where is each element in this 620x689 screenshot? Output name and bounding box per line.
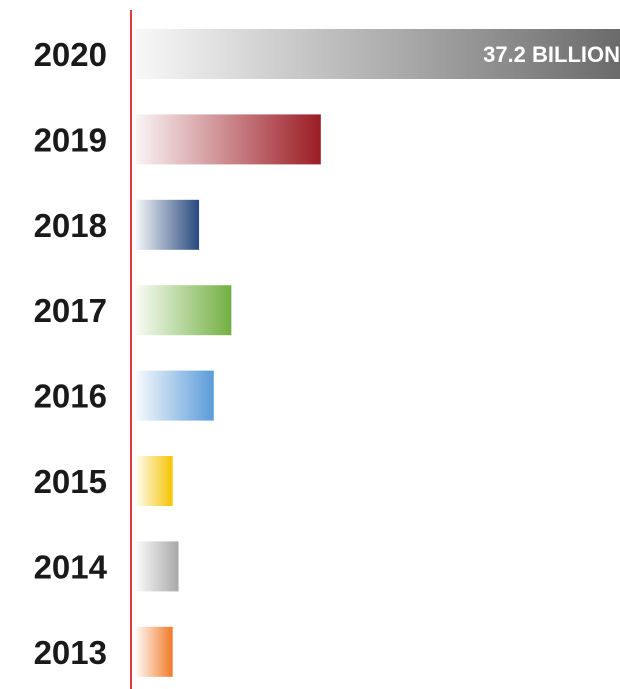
bar-2017 xyxy=(136,285,232,336)
bars-group xyxy=(136,29,620,677)
bar-2020 xyxy=(136,29,620,79)
year-label-2019: 2019 xyxy=(34,121,107,158)
year-label-2015: 2015 xyxy=(34,463,107,500)
bar-2015 xyxy=(136,456,173,506)
bar-2014 xyxy=(136,541,179,592)
year-labels-group: 2020 37.2 BILLION 2019 2018 2017 2016 2015 2014… xyxy=(34,36,620,671)
bar-2016 xyxy=(136,370,214,421)
bar-2019 xyxy=(136,114,321,165)
bar-2013 xyxy=(136,626,173,677)
year-label-2018: 2018 xyxy=(34,207,107,244)
year-label-2017: 2017 xyxy=(34,292,107,329)
year-label-2013: 2013 xyxy=(34,634,107,671)
year-label-2020: 2020 xyxy=(34,36,107,73)
year-label-2014: 2014 xyxy=(34,548,108,585)
bar-2018 xyxy=(136,199,200,250)
year-label-2016: 2016 xyxy=(34,378,107,415)
data-label-2020: 37.2 BILLION xyxy=(483,42,620,67)
